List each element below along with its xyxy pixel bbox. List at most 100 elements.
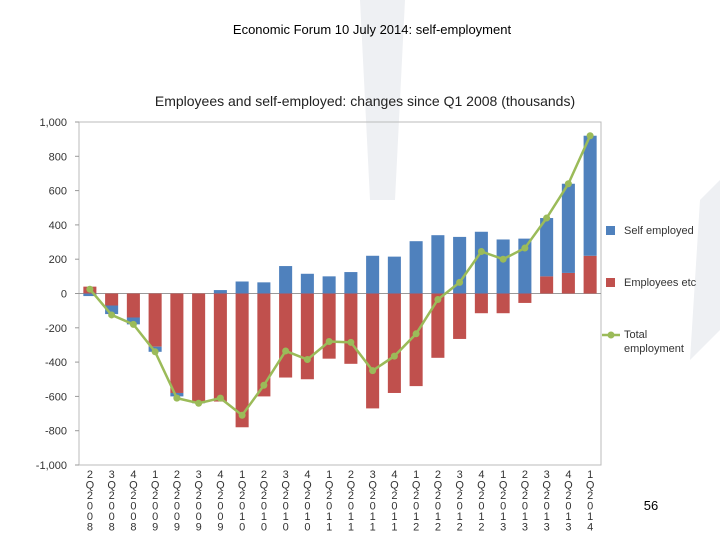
bar-segment xyxy=(344,293,358,364)
chart-title: Employees and self-employed: changes sin… xyxy=(155,93,575,109)
line-marker xyxy=(325,338,333,346)
line-marker xyxy=(282,347,290,355)
bar-segment xyxy=(453,293,467,339)
line-marker xyxy=(477,247,485,255)
bar-segment xyxy=(213,290,227,294)
bar-segment xyxy=(170,293,184,393)
bar-segment xyxy=(300,273,314,294)
line-marker xyxy=(543,214,551,222)
y-tick-label: 800 xyxy=(49,151,67,163)
line-marker xyxy=(412,330,420,338)
bar-segment xyxy=(387,256,401,294)
bar-segment xyxy=(148,293,162,347)
y-tick-label: 600 xyxy=(49,186,67,198)
line-marker xyxy=(521,244,529,252)
bar-segment xyxy=(409,241,423,294)
bar-segment xyxy=(192,293,206,402)
bar-segment xyxy=(518,293,532,303)
legend-label: Total employment xyxy=(624,329,684,355)
bar-segment xyxy=(83,293,97,297)
bar-segment xyxy=(474,293,488,314)
line-marker xyxy=(390,352,398,360)
bar-segment xyxy=(540,218,554,277)
line-marker xyxy=(369,367,377,375)
line-marker xyxy=(216,394,224,402)
bar-segment xyxy=(322,276,336,294)
line-marker xyxy=(434,296,442,304)
bar-segment xyxy=(279,293,293,378)
bar-segment xyxy=(474,231,488,294)
bar-segment xyxy=(518,238,532,294)
bar-segment xyxy=(126,293,140,318)
line-marker xyxy=(238,411,246,419)
bar-segment xyxy=(257,293,271,397)
decor xyxy=(360,0,405,200)
y-tick-label: -1,000 xyxy=(36,460,67,472)
bar-segment xyxy=(387,293,401,393)
line xyxy=(88,135,592,418)
line-marker xyxy=(260,381,268,389)
line-marker xyxy=(108,311,116,319)
y-tick-label: 1,000 xyxy=(39,117,67,129)
bar-segment xyxy=(561,272,575,294)
line-marker xyxy=(303,356,311,364)
y-tick-label: 0 xyxy=(61,289,67,301)
bar-segment xyxy=(496,239,510,294)
bar-segment xyxy=(431,235,445,294)
line-marker xyxy=(173,394,181,402)
line-marker xyxy=(456,278,464,286)
bar-segment xyxy=(540,276,554,294)
legend-swatch xyxy=(606,226,615,235)
bar-segment xyxy=(366,255,380,294)
bar-segment xyxy=(561,183,575,273)
bar-segment xyxy=(322,293,336,359)
bar-segment xyxy=(213,293,227,402)
bar-segment xyxy=(496,293,510,314)
page-number: 56 xyxy=(644,498,658,513)
bar-segment xyxy=(235,293,249,428)
legend-label: Self employed xyxy=(624,225,694,237)
line-marker xyxy=(129,320,137,328)
bar-segment xyxy=(300,293,314,380)
line-marker xyxy=(86,285,94,293)
bar-segment xyxy=(344,272,358,294)
y-tick-label: -400 xyxy=(45,357,67,369)
slide-title: Economic Forum 10 July 2014: self-employ… xyxy=(233,22,512,37)
y-tick-label: 400 xyxy=(49,220,67,232)
bar-segment xyxy=(105,293,119,306)
bar-segment xyxy=(583,135,597,256)
bar-segment xyxy=(235,281,249,294)
legend-swatch xyxy=(607,331,615,339)
line-marker xyxy=(151,348,159,356)
decor xyxy=(690,180,720,360)
bar-segment xyxy=(257,282,271,294)
y-tick-label: 200 xyxy=(49,254,67,266)
bar-segment xyxy=(583,255,597,294)
bar-segment xyxy=(366,293,380,409)
line-marker xyxy=(586,132,594,140)
bar-segment xyxy=(409,293,423,387)
